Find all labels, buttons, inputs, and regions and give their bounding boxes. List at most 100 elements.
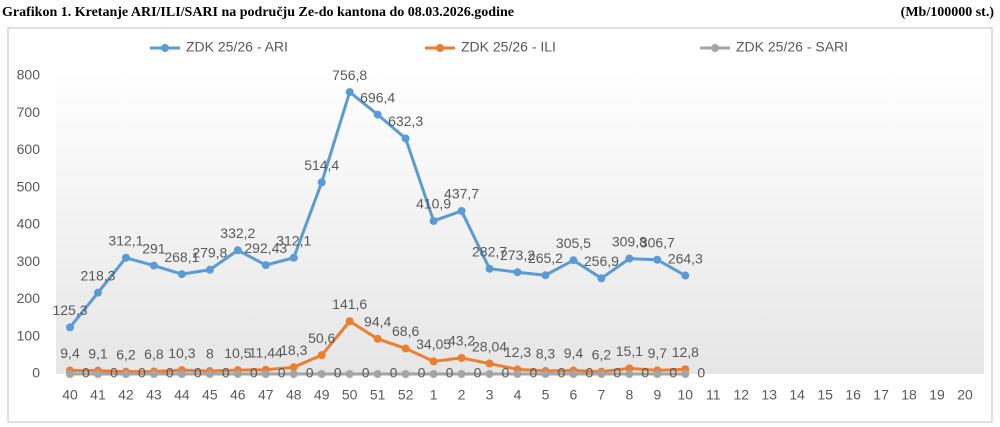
y-tick-label: 100 bbox=[17, 327, 41, 343]
data-label: 0 bbox=[557, 365, 565, 381]
x-tick-label: 14 bbox=[789, 387, 805, 403]
data-label: 0 bbox=[306, 365, 314, 381]
data-point bbox=[177, 270, 186, 279]
data-label: 0 bbox=[585, 365, 593, 381]
data-point bbox=[205, 265, 214, 274]
data-label: 0 bbox=[250, 365, 258, 381]
data-label: 12,8 bbox=[672, 344, 699, 360]
data-point bbox=[261, 261, 270, 270]
y-tick-label: 300 bbox=[17, 253, 41, 269]
data-label: 312,1 bbox=[276, 232, 311, 248]
data-label: 0 bbox=[530, 365, 538, 381]
data-label: 0 bbox=[418, 365, 426, 381]
data-point bbox=[485, 264, 494, 273]
y-tick-label: 600 bbox=[17, 141, 41, 157]
data-point bbox=[345, 370, 354, 378]
data-label: 141,6 bbox=[332, 296, 367, 312]
data-point bbox=[317, 370, 326, 378]
data-label: 8 bbox=[206, 346, 214, 362]
data-label: 292,43 bbox=[244, 240, 287, 256]
data-point bbox=[66, 323, 74, 332]
data-point bbox=[121, 253, 130, 262]
data-point bbox=[625, 254, 634, 263]
data-point bbox=[457, 370, 466, 378]
data-label: 0 bbox=[82, 365, 90, 381]
data-label: 218,3 bbox=[80, 267, 115, 283]
data-point bbox=[541, 271, 550, 280]
data-point bbox=[373, 370, 382, 378]
data-point bbox=[317, 351, 326, 360]
x-tick-label: 51 bbox=[370, 387, 386, 403]
legend-label: ZDK 25/26 - ILI bbox=[461, 39, 556, 55]
data-label: 437,7 bbox=[444, 186, 479, 202]
data-point bbox=[625, 364, 634, 373]
data-point bbox=[261, 370, 270, 378]
x-tick-label: 2 bbox=[458, 387, 466, 403]
data-label: 12,3 bbox=[504, 344, 531, 360]
chart-subtitle: (Mb/100000 st.) bbox=[901, 5, 995, 20]
x-tick-label: 50 bbox=[342, 387, 358, 403]
data-label: 11,44 bbox=[249, 344, 283, 360]
legend-label: ZDK 25/26 - ARI bbox=[186, 39, 288, 55]
data-point bbox=[121, 370, 130, 378]
data-point bbox=[289, 363, 298, 372]
legend-label: ZDK 25/26 - SARI bbox=[736, 39, 848, 55]
data-label: 28,04 bbox=[472, 338, 507, 354]
data-label: 18,3 bbox=[280, 342, 307, 358]
data-point bbox=[485, 370, 494, 378]
x-tick-label: 41 bbox=[90, 387, 106, 403]
data-label: 50,6 bbox=[308, 330, 335, 346]
data-label: 9,7 bbox=[648, 345, 668, 361]
data-label: 632,3 bbox=[388, 113, 423, 129]
y-tick-label: 200 bbox=[17, 290, 41, 306]
data-point bbox=[205, 370, 214, 378]
x-tick-label: 42 bbox=[118, 387, 134, 403]
data-label: 268,1 bbox=[164, 249, 199, 265]
data-label: 0 bbox=[278, 365, 286, 381]
data-point bbox=[345, 88, 354, 97]
data-label: 6,8 bbox=[144, 346, 164, 362]
data-point bbox=[149, 370, 158, 378]
y-tick-label: 400 bbox=[17, 216, 41, 232]
y-tick-label: 0 bbox=[32, 365, 40, 381]
data-point bbox=[233, 246, 242, 255]
data-label: 0 bbox=[669, 365, 677, 381]
data-label: 0 bbox=[697, 365, 705, 381]
x-tick-label: 5 bbox=[542, 387, 550, 403]
data-label: 94,4 bbox=[364, 314, 391, 330]
data-label: 0 bbox=[390, 365, 398, 381]
legend-marker bbox=[436, 44, 444, 52]
x-tick-label: 40 bbox=[62, 387, 78, 403]
data-label: 514,4 bbox=[304, 157, 339, 173]
data-point bbox=[597, 370, 606, 378]
data-label: 279,8 bbox=[192, 244, 227, 260]
data-point bbox=[289, 253, 298, 262]
data-label: 756,8 bbox=[332, 67, 367, 83]
data-point bbox=[345, 317, 354, 326]
data-label: 6,2 bbox=[116, 346, 136, 362]
data-point bbox=[149, 261, 158, 270]
data-point bbox=[429, 357, 438, 366]
data-label: 34,05 bbox=[416, 336, 451, 352]
data-point bbox=[513, 268, 522, 277]
data-label: 68,6 bbox=[392, 323, 419, 339]
x-tick-label: 12 bbox=[733, 387, 749, 403]
data-label: 0 bbox=[110, 365, 118, 381]
data-point bbox=[597, 274, 606, 283]
data-label: 273,2 bbox=[500, 247, 535, 263]
data-point bbox=[317, 178, 326, 187]
y-tick-label: 500 bbox=[17, 178, 41, 194]
data-point bbox=[66, 370, 74, 378]
x-tick-label: 46 bbox=[230, 387, 246, 403]
data-point bbox=[681, 271, 690, 280]
x-tick-label: 3 bbox=[486, 387, 494, 403]
data-point bbox=[429, 370, 438, 378]
x-tick-label: 7 bbox=[598, 387, 606, 403]
data-label: 305,5 bbox=[556, 235, 591, 251]
x-tick-label: 19 bbox=[929, 387, 945, 403]
x-tick-label: 9 bbox=[653, 387, 661, 403]
x-tick-label: 52 bbox=[398, 387, 414, 403]
data-label: 0 bbox=[138, 365, 146, 381]
data-point bbox=[513, 370, 522, 378]
x-tick-label: 48 bbox=[286, 387, 302, 403]
